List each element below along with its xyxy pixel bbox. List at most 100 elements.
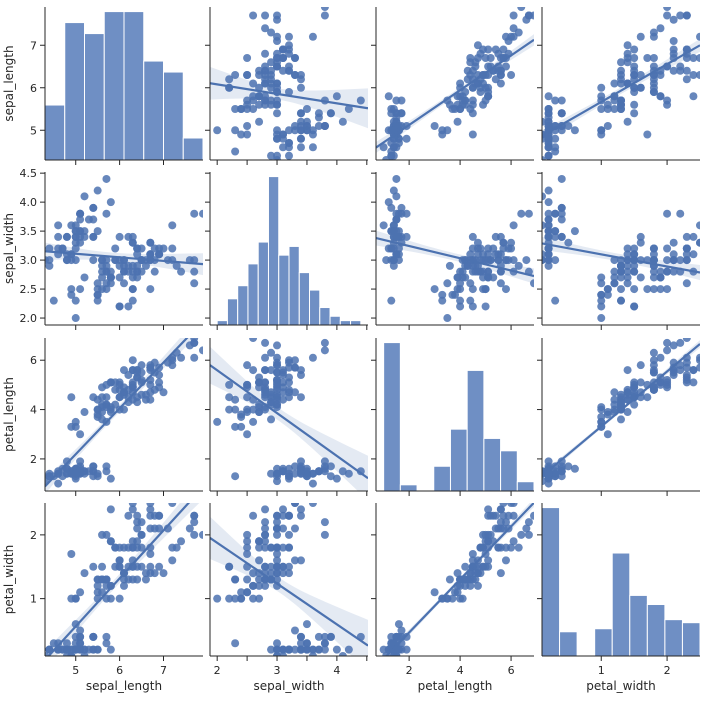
ylabel-petal_length: petal_length	[2, 377, 16, 452]
cell-1-3-point-141	[682, 250, 691, 259]
cell-3-1-point-85	[296, 556, 305, 565]
cell-1-2-point-24	[402, 232, 411, 241]
cell-1-0-point-117	[190, 209, 199, 218]
cell-3-0-point-119	[115, 562, 124, 571]
xlabel-sepal_length: sepal_length	[86, 679, 162, 693]
cell-2-1-point-95	[273, 400, 282, 409]
cell-1-0-point-146	[128, 285, 137, 294]
cell-0-3-point-80	[603, 105, 612, 113]
cell-1-3-point-119	[630, 302, 639, 311]
cell-1-0-point-15	[102, 174, 111, 183]
cell-1-2-point-99	[458, 267, 467, 276]
cell-0-3-point-128	[669, 66, 678, 75]
cell-1-0-point-58	[141, 261, 150, 270]
cell-2-1-point-89	[243, 405, 252, 414]
cell-3-2-point-86	[473, 562, 482, 571]
cell-2-1-point-122	[261, 338, 270, 347]
cell-2-1-point-107	[267, 348, 276, 357]
cell-2-0-point-106	[67, 393, 76, 402]
cell-3-2-point-130	[509, 537, 518, 546]
cell-3-2-point-121	[479, 530, 488, 539]
cell-3-3-hist-bar-3	[594, 628, 613, 657]
cell-3-0-point-99	[102, 575, 111, 584]
ylabel-sepal_width: sepal_width	[2, 213, 16, 284]
cell-0-1-point-125	[285, 32, 293, 41]
cell-1-2-point-16	[387, 203, 396, 212]
cell-2-1-point-56	[290, 388, 299, 397]
ytick-label-petal_length-0: 2	[30, 453, 37, 466]
cell-2-1-point-115	[285, 373, 293, 382]
cell-3-0-point-146	[128, 537, 137, 546]
cell-2-2-hist-bar-3	[433, 465, 451, 492]
cell-3-2-point-105	[522, 524, 531, 533]
cell-1-3-point-14	[544, 198, 553, 207]
cell-3-0-point-122	[190, 530, 199, 539]
cell-3-0-point-54	[137, 562, 146, 571]
cell-0-1-point-8	[267, 151, 276, 160]
cell-0-1-point-32	[338, 117, 347, 126]
cell-1-0-point-130	[177, 267, 186, 276]
cell-0-2-point-99	[458, 96, 467, 105]
cell-3-1-point-36	[302, 645, 311, 654]
cell-1-3-point-81	[597, 290, 606, 299]
cell-2-1-point-51	[285, 393, 293, 402]
cell-3-1-point-43	[302, 620, 311, 629]
cell-1-3-point-44	[557, 209, 566, 218]
cell-0-3-point-99	[617, 96, 625, 105]
cell-2-3-point-24	[544, 457, 553, 466]
cell-2-3-point-45	[551, 469, 560, 478]
cell-1-3-point-39	[544, 232, 553, 241]
cell-2-1-point-32	[338, 467, 347, 476]
cell-2-1-point-118	[249, 338, 258, 342]
cell-2-1-point-86	[279, 388, 288, 397]
cell-1-0-point-122	[190, 267, 199, 276]
cell-2-2-hist-bar-1	[399, 484, 418, 492]
cell-2-3-point-86	[630, 388, 639, 397]
cell-2-0-point-121	[98, 383, 107, 392]
cell-0-1-point-98	[243, 122, 252, 130]
cell-3-0-point-79	[102, 594, 111, 603]
cell-3-2-point-132	[496, 518, 505, 527]
cell-1-3-point-86	[630, 250, 639, 259]
cell-1-3-point-97	[617, 261, 625, 270]
cell-3-1-point-147	[273, 530, 282, 539]
cell-3-3-hist-bar-4	[611, 552, 631, 657]
cell-1-1-hist-bar-8	[298, 272, 311, 326]
cell-0-1-point-103	[267, 71, 276, 79]
cell-3-1-regression-line	[210, 536, 368, 647]
cell-1-0-point-27	[80, 227, 89, 236]
cell-1-3-point-23	[564, 238, 573, 247]
cell-1-2-point-79	[443, 279, 452, 288]
cell-0-3-point-14	[544, 92, 553, 101]
cell-1-3-point-112	[669, 256, 678, 265]
cell-2-1-point-57	[237, 422, 246, 431]
cell-3-2-point-144	[499, 503, 508, 507]
cell-1-3-point-89	[617, 285, 625, 294]
cell-1-2-point-131	[517, 209, 526, 218]
cell-3-1-point-86	[279, 562, 288, 571]
cell-0-1-point-76	[261, 49, 270, 58]
cell-0-3-point-139	[669, 45, 678, 54]
cell-2-3-point-23	[564, 462, 573, 471]
cell-1-3-point-140	[689, 250, 698, 259]
cell-2-1-point-135	[273, 353, 282, 362]
cell-0-1-point-48	[314, 113, 323, 122]
cell-3-0-point-49	[71, 645, 80, 654]
cell-3-1-point-114	[261, 505, 270, 514]
cell-1-3-point-37	[542, 221, 546, 230]
cell-1-2-point-15	[392, 174, 401, 183]
cell-0-3-point-42	[544, 151, 553, 160]
cell-0-1-point-92	[249, 92, 258, 101]
cell-1-0-point-53	[93, 296, 102, 305]
cell-0-1-point-35	[285, 126, 293, 135]
cell-2-3-point-83	[636, 378, 645, 387]
cell-3-0-point-121	[98, 530, 107, 539]
cell-1-1-hist-bar-5	[267, 176, 280, 326]
cell-0-2-point-48	[392, 113, 401, 122]
cell-1-3-point-8	[544, 261, 553, 270]
cell-0-1-point-93	[231, 126, 240, 135]
cell-1-0-point-25	[71, 256, 80, 265]
cell-0-0-hist-bar-1	[64, 22, 85, 161]
cell-3-0-point-129	[168, 556, 177, 565]
xtick-label-petal_length-2: 6	[508, 664, 515, 677]
